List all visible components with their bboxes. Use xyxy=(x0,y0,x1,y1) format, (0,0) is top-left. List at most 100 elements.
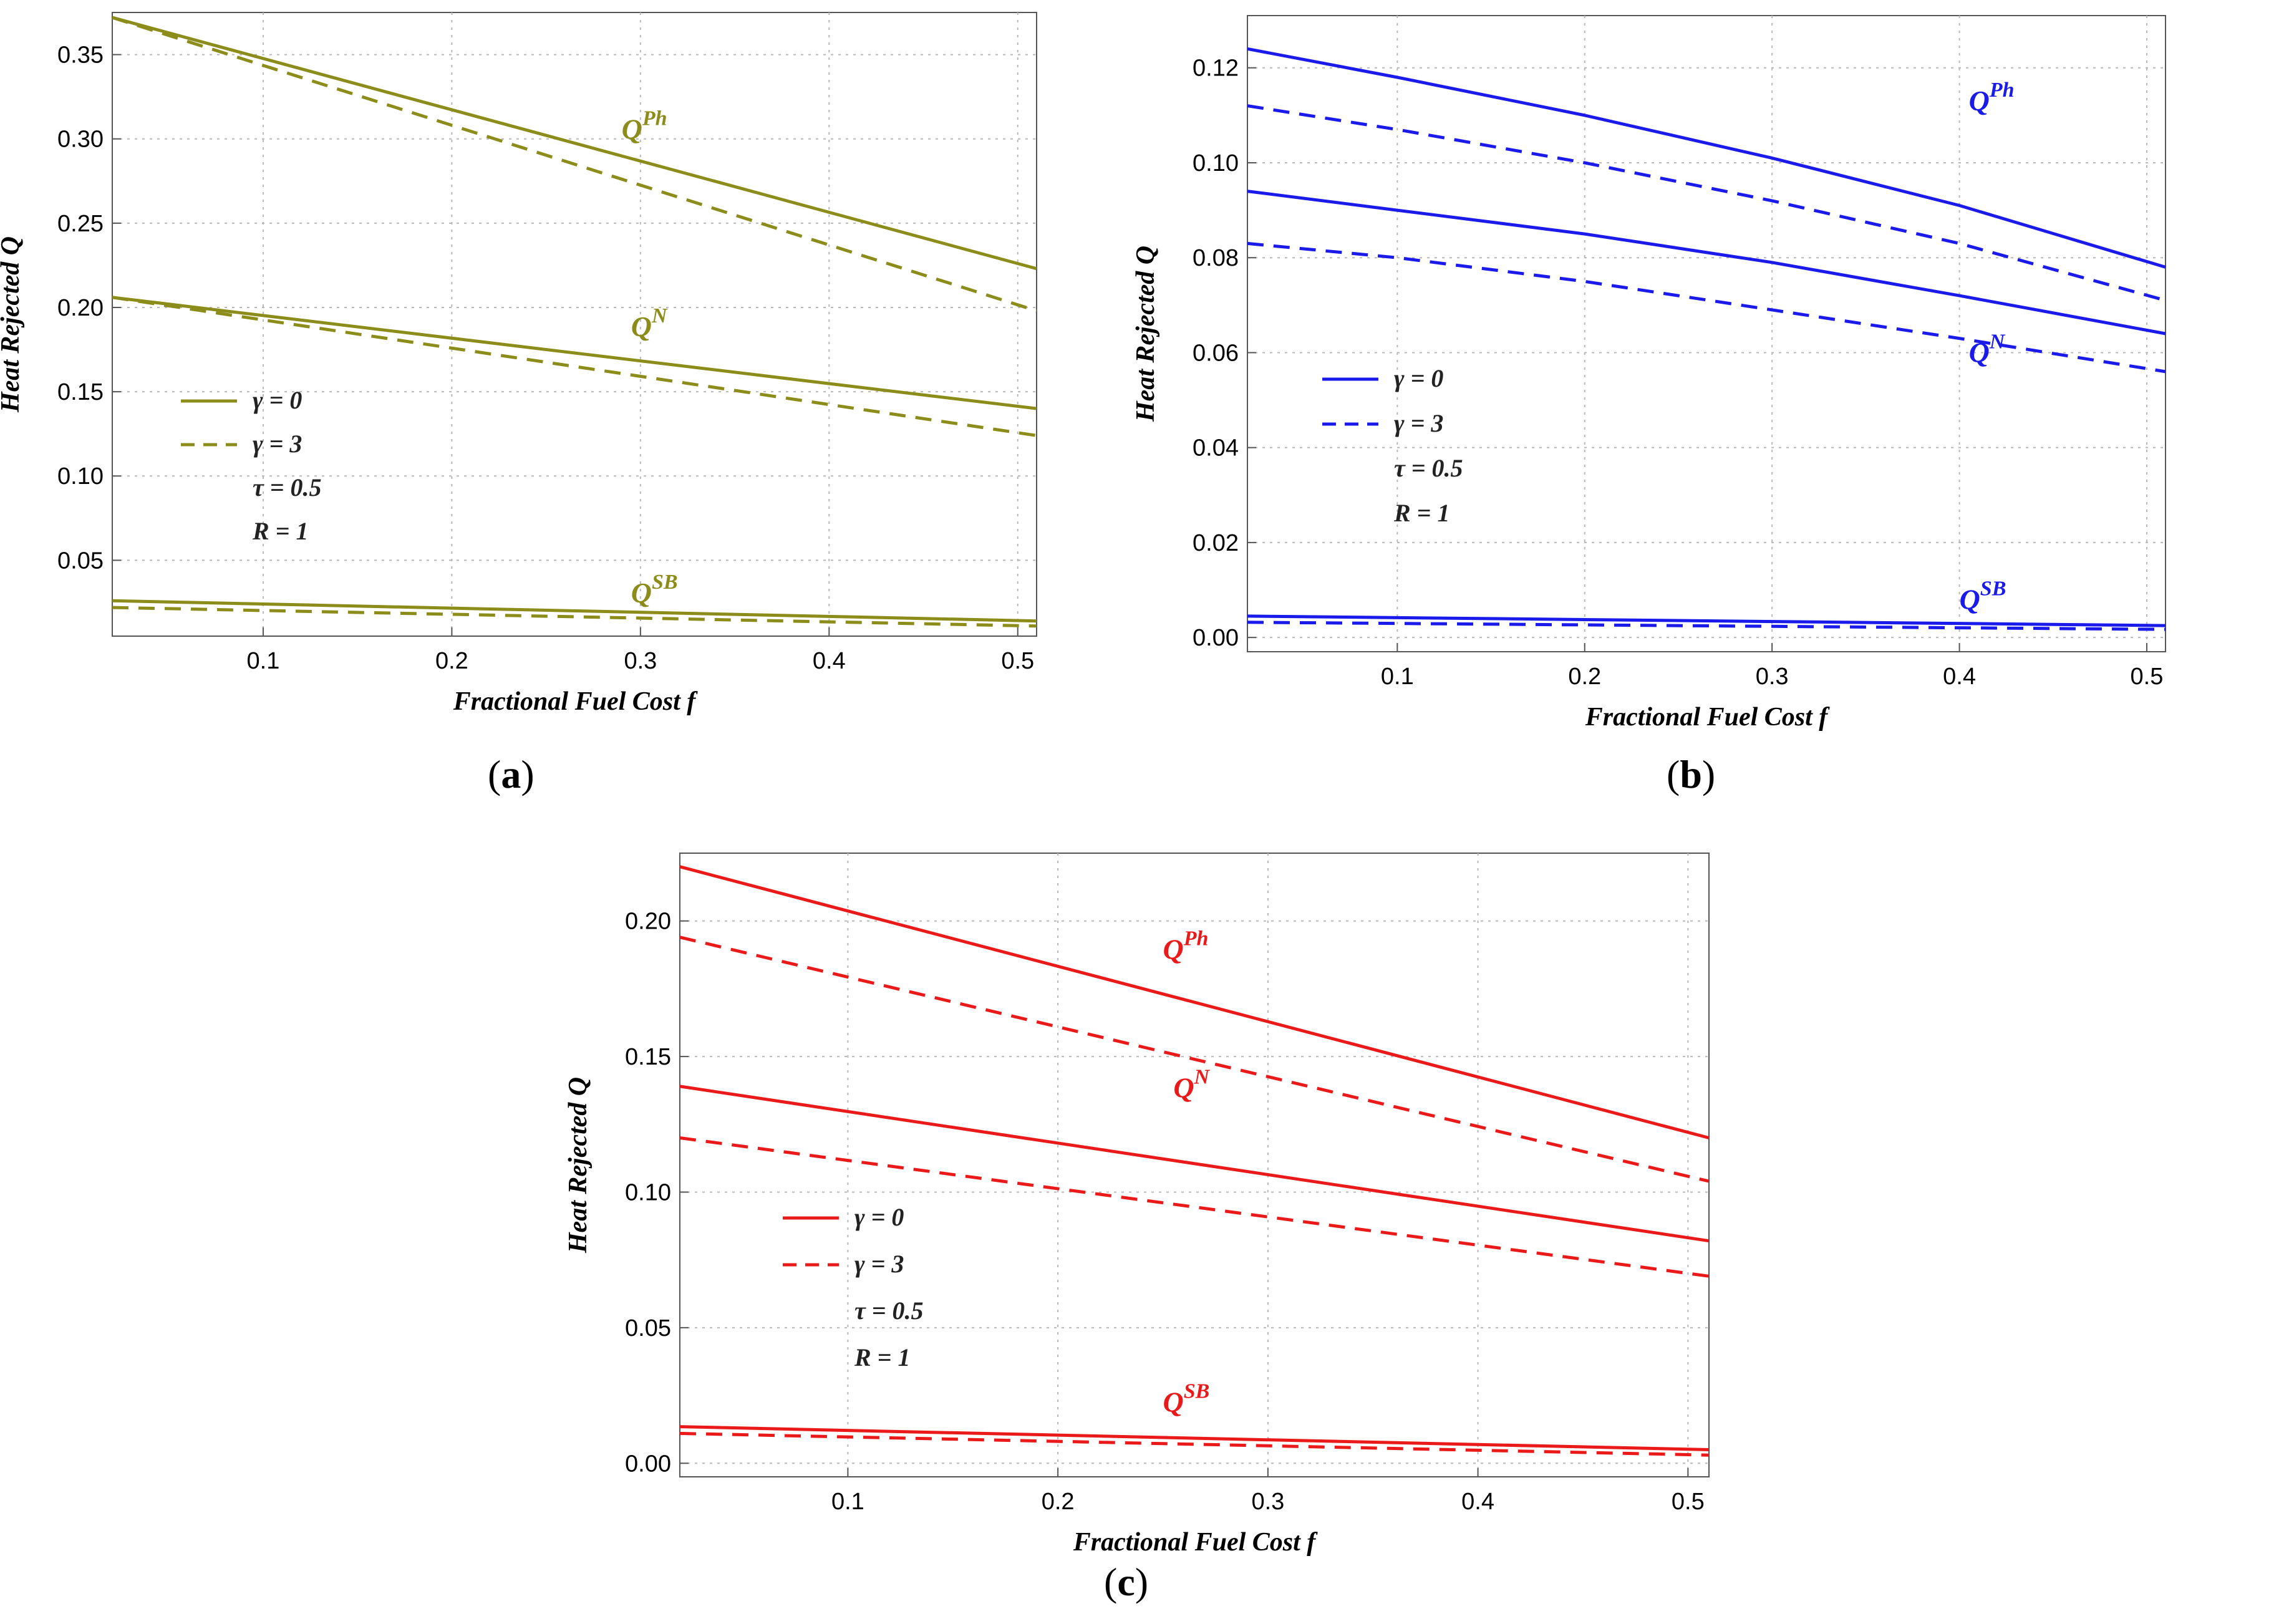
y-tick-label-a: 0.35 xyxy=(57,42,104,69)
y-tick-label-a: 0.10 xyxy=(57,463,104,490)
series-line-c-3 xyxy=(679,1136,1710,1278)
series-line-c-2 xyxy=(679,1085,1710,1243)
series-annotation-b-1: QN xyxy=(1969,331,2006,369)
y-tick-label-c: 0.10 xyxy=(625,1179,671,1206)
y-tick-label-a: 0.15 xyxy=(57,379,104,405)
series-line-a-2 xyxy=(112,296,1037,410)
series-line-c-4 xyxy=(679,1425,1710,1451)
series-annotation-base: Q xyxy=(1969,337,1990,369)
series-annotation-sup: Ph xyxy=(1989,79,2015,102)
legend-label-a-1: γ = 3 xyxy=(253,430,302,458)
x-tick-label-a: 0.2 xyxy=(435,648,468,674)
chart-panel-b: 0.1 0.2 0.3 0.4 0.5 0.00 0.02 0.04 0.06 0.08 0.10 0… xyxy=(1131,0,2294,748)
series-annotation-base: Q xyxy=(1163,1386,1183,1418)
legend-label-b-1: γ = 3 xyxy=(1394,409,1443,437)
x-tick-label-b: 0.2 xyxy=(1568,664,1601,690)
x-tick-label-a: 0.1 xyxy=(247,648,280,674)
y-tick-label-b: 0.06 xyxy=(1193,340,1239,366)
chart-panel-c: 0.1 0.2 0.3 0.4 0.5 0.00 0.05 0.10 0.15 0.20 QPh QN… xyxy=(549,811,1734,1559)
y-tick-label-c: 0.15 xyxy=(625,1044,671,1070)
y-tick-label-b: 0.02 xyxy=(1193,530,1239,556)
plot-frame-a xyxy=(112,12,1037,637)
series-annotation-a-2: QSB xyxy=(631,571,678,609)
series-line-c-5 xyxy=(679,1431,1710,1457)
x-axis-title-a: Fractional Fuel Cost f xyxy=(453,687,699,716)
series-annotation-c-0: QPh xyxy=(1163,927,1208,965)
x-tick-label-a: 0.4 xyxy=(813,648,846,674)
legend-label-b-3: R = 1 xyxy=(1393,499,1449,527)
x-tick-label-b: 0.5 xyxy=(2131,664,2164,690)
y-tick-label-b: 0.08 xyxy=(1193,245,1239,271)
legend-label-a-2: τ = 0.5 xyxy=(253,473,322,501)
y-tick-label-a: 0.30 xyxy=(57,127,104,153)
series-annotation-sup: SB xyxy=(1980,577,2006,600)
y-tick-label-c: 0.20 xyxy=(625,909,671,935)
y-tick-label-b: 0.00 xyxy=(1193,625,1239,651)
series-annotation-base: Q xyxy=(1173,1071,1194,1103)
chart-c-svg: 0.1 0.2 0.3 0.4 0.50.000.050.100.150.20QPhQN… xyxy=(564,853,1710,1557)
x-tick-label-c: 0.3 xyxy=(1251,1489,1284,1515)
series-line-b-0 xyxy=(1247,47,2166,269)
series-line-b-5 xyxy=(1247,621,2166,631)
panel-label-a-text: a xyxy=(501,752,521,796)
series-line-a-0 xyxy=(112,16,1037,271)
chart-b-svg: 0.1 0.2 0.3 0.4 0.5 0.00 0.02 0.04 0.06 0.08 0.10 0… xyxy=(1131,15,2166,732)
legend-label-c-2: τ = 0.5 xyxy=(854,1297,924,1325)
series-annotation-base: Q xyxy=(631,577,652,609)
series-annotation-sup: N xyxy=(1989,331,2006,354)
panel-label-b: (b) xyxy=(1667,752,1716,796)
series-line-a-1 xyxy=(112,16,1037,312)
panel-label-a: (a) xyxy=(488,752,535,796)
y-axis-title-b: Heat Rejected Q xyxy=(1131,246,1160,422)
panel-label-c: (c) xyxy=(1104,1560,1149,1604)
series-annotation-sup: Ph xyxy=(1183,927,1209,950)
series-line-b-2 xyxy=(1247,190,2166,336)
series-line-b-3 xyxy=(1247,241,2166,374)
x-tick-label-a: 0.3 xyxy=(624,648,657,674)
x-tick-label-a: 0.5 xyxy=(1001,648,1034,674)
series-line-b-4 xyxy=(1247,614,2166,627)
x-tick-label-c: 0.5 xyxy=(1672,1489,1705,1515)
series-annotation-sup: SB xyxy=(652,571,678,594)
legend-label-b-0: γ = 0 xyxy=(1394,364,1443,392)
series-line-a-5 xyxy=(112,606,1037,628)
y-axis-title-c: Heat Rejected Q xyxy=(564,1077,593,1254)
y-tick-label-a: 0.25 xyxy=(57,211,104,237)
series-annotation-base: Q xyxy=(1163,934,1183,965)
legend-label-b-2: τ = 0.5 xyxy=(1394,454,1463,482)
y-tick-label-b: 0.10 xyxy=(1193,150,1239,176)
panel-label-b-text: b xyxy=(1680,752,1702,796)
y-tick-label-b: 0.04 xyxy=(1193,435,1239,462)
legend-label-c-1: γ = 3 xyxy=(854,1250,904,1278)
x-tick-label-c: 0.1 xyxy=(831,1489,864,1515)
legend-label-c-3: R = 1 xyxy=(854,1343,910,1371)
series-annotation-sup: N xyxy=(1194,1065,1211,1088)
x-tick-label-c: 0.4 xyxy=(1461,1489,1494,1515)
x-axis-title-b: Fractional Fuel Cost f xyxy=(1585,703,1831,732)
series-annotation-a-0: QPh xyxy=(622,107,667,145)
y-tick-label-c: 0.05 xyxy=(625,1315,671,1341)
series-line-c-0 xyxy=(679,865,1710,1139)
series-annotation-c-1: QN xyxy=(1173,1065,1210,1103)
y-tick-label-a: 0.20 xyxy=(57,295,104,321)
legend-label-a-0: γ = 0 xyxy=(253,386,302,414)
legend-label-a-3: R = 1 xyxy=(252,517,308,545)
plot-frame-b xyxy=(1247,15,2166,652)
series-annotation-base: Q xyxy=(622,114,642,145)
x-tick-label-b: 0.4 xyxy=(1943,664,1976,690)
series-line-c-1 xyxy=(679,935,1710,1183)
series-annotation-sup: SB xyxy=(1184,1380,1210,1403)
series-line-a-4 xyxy=(112,599,1037,623)
series-annotation-sup: Ph xyxy=(642,107,667,130)
x-axis-title-c: Fractional Fuel Cost f xyxy=(1073,1528,1319,1557)
series-line-b-1 xyxy=(1247,104,2166,302)
series-annotation-a-1: QN xyxy=(631,304,668,342)
series-annotation-b-0: QPh xyxy=(1969,79,2015,117)
x-tick-label-b: 0.3 xyxy=(1756,664,1789,690)
panel-label-c-text: c xyxy=(1117,1560,1135,1604)
y-tick-label-c: 0.00 xyxy=(625,1451,671,1477)
y-tick-label-b: 0.12 xyxy=(1193,56,1239,82)
y-tick-label-a: 0.05 xyxy=(57,548,104,574)
series-annotation-base: Q xyxy=(1969,85,1990,117)
legend-label-c-0: γ = 0 xyxy=(854,1203,904,1231)
